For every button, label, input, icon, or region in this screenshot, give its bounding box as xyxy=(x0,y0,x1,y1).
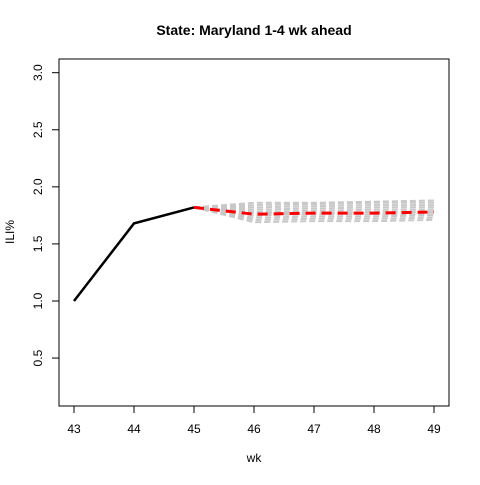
y-tick-label-3.0: 3.0 xyxy=(31,64,45,81)
y-tick-label-1.0: 1.0 xyxy=(31,292,45,309)
y-tick-label-2.5: 2.5 xyxy=(31,121,45,138)
plot-frame xyxy=(58,58,450,407)
y-tick-label-2.0: 2.0 xyxy=(31,178,45,195)
y-tick-label-0.5: 0.5 xyxy=(31,349,45,366)
x-tick-label-45: 45 xyxy=(187,422,201,436)
x-tick-label-48: 48 xyxy=(367,422,381,436)
x-axis-label: wk xyxy=(246,451,263,465)
x-tick-label-44: 44 xyxy=(127,422,141,436)
ensemble-line-8 xyxy=(193,206,435,219)
observed-line xyxy=(73,206,195,302)
y-axis-label: ILI% xyxy=(3,220,17,244)
chart-title: State: Maryland 1-4 wk ahead xyxy=(156,22,351,38)
x-axis: 43 44 45 46 47 48 49 xyxy=(67,406,441,436)
ensemble-line-2 xyxy=(193,201,434,209)
forecast-mean-line xyxy=(193,205,435,216)
ensemble-line-4 xyxy=(193,206,434,211)
ensemble-line-10 xyxy=(193,206,435,224)
ensemble-line-9 xyxy=(193,206,435,221)
ensemble-line-1 xyxy=(193,199,435,209)
x-tick-label-43: 43 xyxy=(67,422,81,436)
y-axis: 0.5 1.0 1.5 2.0 2.5 3.0 xyxy=(31,64,59,366)
ensemble-line-3 xyxy=(194,204,434,209)
x-tick-label-46: 46 xyxy=(247,422,261,436)
x-tick-label-47: 47 xyxy=(307,422,321,436)
x-tick-label-49: 49 xyxy=(427,422,441,436)
series-lines xyxy=(73,205,435,302)
y-tick-label-1.5: 1.5 xyxy=(31,235,45,252)
